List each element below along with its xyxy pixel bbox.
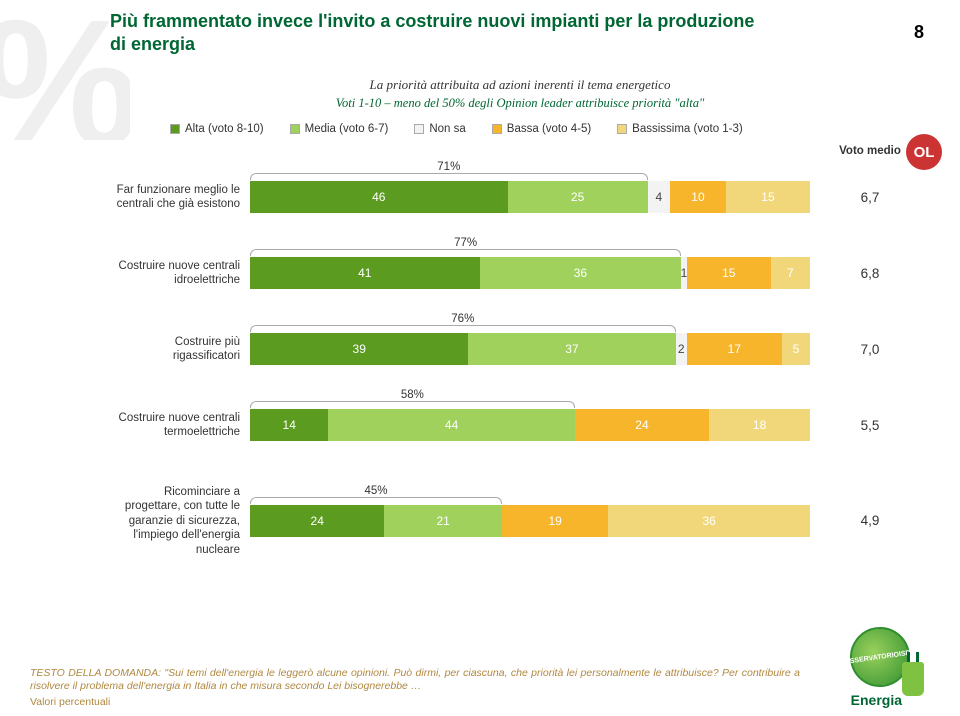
plug-icon bbox=[902, 662, 924, 696]
bracket-pct: 76% bbox=[250, 313, 676, 325]
bar-segment-alta: 24 bbox=[250, 505, 384, 537]
bar-wrap: 71%462541015 bbox=[250, 181, 810, 213]
bar-segment-alta: 14 bbox=[250, 409, 328, 441]
bar-segment-alta: 41 bbox=[250, 257, 480, 289]
legend-label: Alta (voto 8-10) bbox=[185, 123, 264, 135]
bracket-pct: 71% bbox=[250, 161, 648, 173]
slide-content: Più frammentato invece l'invito a costru… bbox=[0, 0, 960, 557]
logo-osservatorio: OSSERVATORIOISPO Energia bbox=[810, 633, 930, 708]
stacked-bar: 462541015 bbox=[250, 181, 810, 213]
legend-item: Non sa bbox=[414, 123, 465, 135]
bar-segment-media: 25 bbox=[508, 181, 648, 213]
stacked-bar: 14442418 bbox=[250, 409, 810, 441]
bar-row: Far funzionare meglio le centrali che gi… bbox=[110, 181, 930, 213]
bar-segment-media: 36 bbox=[480, 257, 682, 289]
bar-row: Costruire nuove centrali termoelettriche… bbox=[110, 409, 930, 441]
legend-swatch bbox=[492, 124, 502, 134]
bar-segment-bassissima: 7 bbox=[771, 257, 810, 289]
bracket: 58% bbox=[250, 389, 575, 408]
energia-label: Energia bbox=[851, 692, 902, 708]
voto-medio-value: 4,9 bbox=[830, 513, 910, 528]
voto-medio-value: 5,5 bbox=[830, 418, 910, 433]
stacked-bar: 41361157 bbox=[250, 257, 810, 289]
bar-segment-alta: 46 bbox=[250, 181, 508, 213]
footer: TESTO DELLA DOMANDA: "Sui temi dell'ener… bbox=[30, 667, 930, 708]
row-label: Far funzionare meglio le centrali che gi… bbox=[110, 183, 250, 212]
question-text: TESTO DELLA DOMANDA: "Sui temi dell'ener… bbox=[30, 667, 930, 694]
bar-wrap: 76%39372175 bbox=[250, 333, 810, 365]
legend-swatch bbox=[617, 124, 627, 134]
bracket-arc bbox=[250, 173, 648, 180]
bar-wrap: 45%24211936 bbox=[250, 505, 810, 537]
bar-segment-bassissima: 15 bbox=[726, 181, 810, 213]
bar-segment-media: 44 bbox=[328, 409, 574, 441]
bar-segment-bassa: 17 bbox=[687, 333, 782, 365]
row-label: Ricominciare a progettare, con tutte le … bbox=[110, 485, 250, 557]
bar-wrap: 58%14442418 bbox=[250, 409, 810, 441]
bracket-pct: 45% bbox=[250, 485, 502, 497]
row-label: Costruire nuove centrali idroelettriche bbox=[110, 259, 250, 288]
bracket: 76% bbox=[250, 313, 676, 332]
legend: Alta (voto 8-10) Media (voto 6-7) Non sa Ba… bbox=[170, 123, 930, 135]
bar-segment-bassa: 24 bbox=[575, 409, 709, 441]
legend-swatch bbox=[414, 124, 424, 134]
bar-segment-bassa: 10 bbox=[670, 181, 726, 213]
chart-area: Voto medio Far funzionare meglio le cent… bbox=[110, 145, 930, 557]
bar-segment-media: 37 bbox=[468, 333, 675, 365]
legend-label: Bassissima (voto 1-3) bbox=[632, 123, 743, 135]
legend-label: Bassa (voto 4-5) bbox=[507, 123, 591, 135]
bar-row: Costruire nuove centrali idroelettriche7… bbox=[110, 257, 930, 289]
footer-meta: Valori percentuali bbox=[30, 696, 930, 708]
bracket-arc bbox=[250, 249, 681, 256]
legend-item: Bassissima (voto 1-3) bbox=[617, 123, 743, 135]
legend-item: Bassa (voto 4-5) bbox=[492, 123, 591, 135]
bar-segment-bassissima: 18 bbox=[709, 409, 810, 441]
bracket: 45% bbox=[250, 485, 502, 504]
bracket-arc bbox=[250, 325, 676, 332]
bracket-pct: 58% bbox=[250, 389, 575, 401]
chart-subnote: Voti 1-10 – meno del 50% degli Opinion l… bbox=[110, 96, 930, 111]
bracket-arc bbox=[250, 497, 502, 504]
bar-segment-nonsa: 4 bbox=[648, 181, 670, 213]
bar-row: Ricominciare a progettare, con tutte le … bbox=[110, 485, 930, 557]
bar-segment-bassissima: 5 bbox=[782, 333, 810, 365]
bracket-arc bbox=[250, 401, 575, 408]
bar-segment-alta: 39 bbox=[250, 333, 468, 365]
legend-item: Media (voto 6-7) bbox=[290, 123, 389, 135]
voto-medio-value: 7,0 bbox=[830, 342, 910, 357]
bar-segment-bassa: 19 bbox=[502, 505, 608, 537]
chart-subtitle: La priorità attribuita ad azioni inerent… bbox=[110, 77, 930, 93]
legend-label: Media (voto 6-7) bbox=[305, 123, 389, 135]
legend-swatch bbox=[170, 124, 180, 134]
bar-segment-bassissima: 36 bbox=[608, 505, 810, 537]
voto-medio-header: Voto medio bbox=[830, 145, 910, 157]
bar-segment-bassa: 15 bbox=[687, 257, 771, 289]
bar-segment-nonsa: 2 bbox=[676, 333, 687, 365]
bar-row: Costruire più rigassificatori76%39372175… bbox=[110, 333, 930, 365]
slide-title: Più frammentato invece l'invito a costru… bbox=[110, 10, 770, 55]
row-label: Costruire nuove centrali termoelettriche bbox=[110, 411, 250, 440]
row-label: Costruire più rigassificatori bbox=[110, 335, 250, 364]
bracket-pct: 77% bbox=[250, 237, 681, 249]
bracket: 71% bbox=[250, 161, 648, 180]
legend-swatch bbox=[290, 124, 300, 134]
stacked-bar: 39372175 bbox=[250, 333, 810, 365]
legend-item: Alta (voto 8-10) bbox=[170, 123, 264, 135]
page-number: 8 bbox=[914, 22, 924, 43]
bar-segment-media: 21 bbox=[384, 505, 502, 537]
voto-medio-value: 6,7 bbox=[830, 190, 910, 205]
voto-medio-value: 6,8 bbox=[830, 266, 910, 281]
legend-label: Non sa bbox=[429, 123, 465, 135]
bar-wrap: 77%41361157 bbox=[250, 257, 810, 289]
stacked-bar: 24211936 bbox=[250, 505, 810, 537]
bracket: 77% bbox=[250, 237, 681, 256]
